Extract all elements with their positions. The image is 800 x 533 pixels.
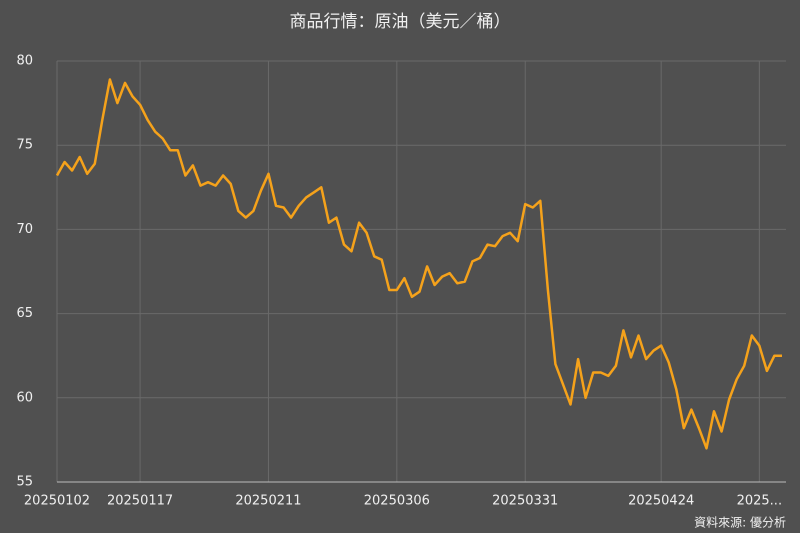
- y-tick-label: 70: [16, 222, 33, 237]
- y-tick-label: 55: [16, 475, 33, 490]
- x-tick-label: 2025...: [737, 494, 782, 509]
- y-tick-label: 75: [16, 138, 33, 153]
- x-tick-label: 20250424: [628, 494, 694, 509]
- x-tick-label: 20250331: [492, 494, 558, 509]
- price-line: [55, 78, 782, 450]
- x-tick-label: 20250102: [24, 494, 90, 509]
- y-tick-label: 60: [16, 390, 33, 405]
- x-tick-label: 20250117: [107, 494, 173, 509]
- source-note: 資料來源: 優分析: [694, 516, 786, 530]
- chart-title: 商品行情：原油（美元／桶）: [290, 12, 511, 32]
- x-tick-label: 20250211: [235, 494, 301, 509]
- x-tick-label: 20250306: [364, 494, 430, 509]
- y-tick-label: 65: [16, 306, 33, 321]
- y-tick-label: 80: [16, 54, 33, 69]
